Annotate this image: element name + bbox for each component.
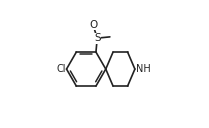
Text: Cl: Cl xyxy=(56,64,65,74)
Text: NH: NH xyxy=(136,64,151,74)
Text: O: O xyxy=(89,20,98,30)
Text: S: S xyxy=(94,33,101,43)
